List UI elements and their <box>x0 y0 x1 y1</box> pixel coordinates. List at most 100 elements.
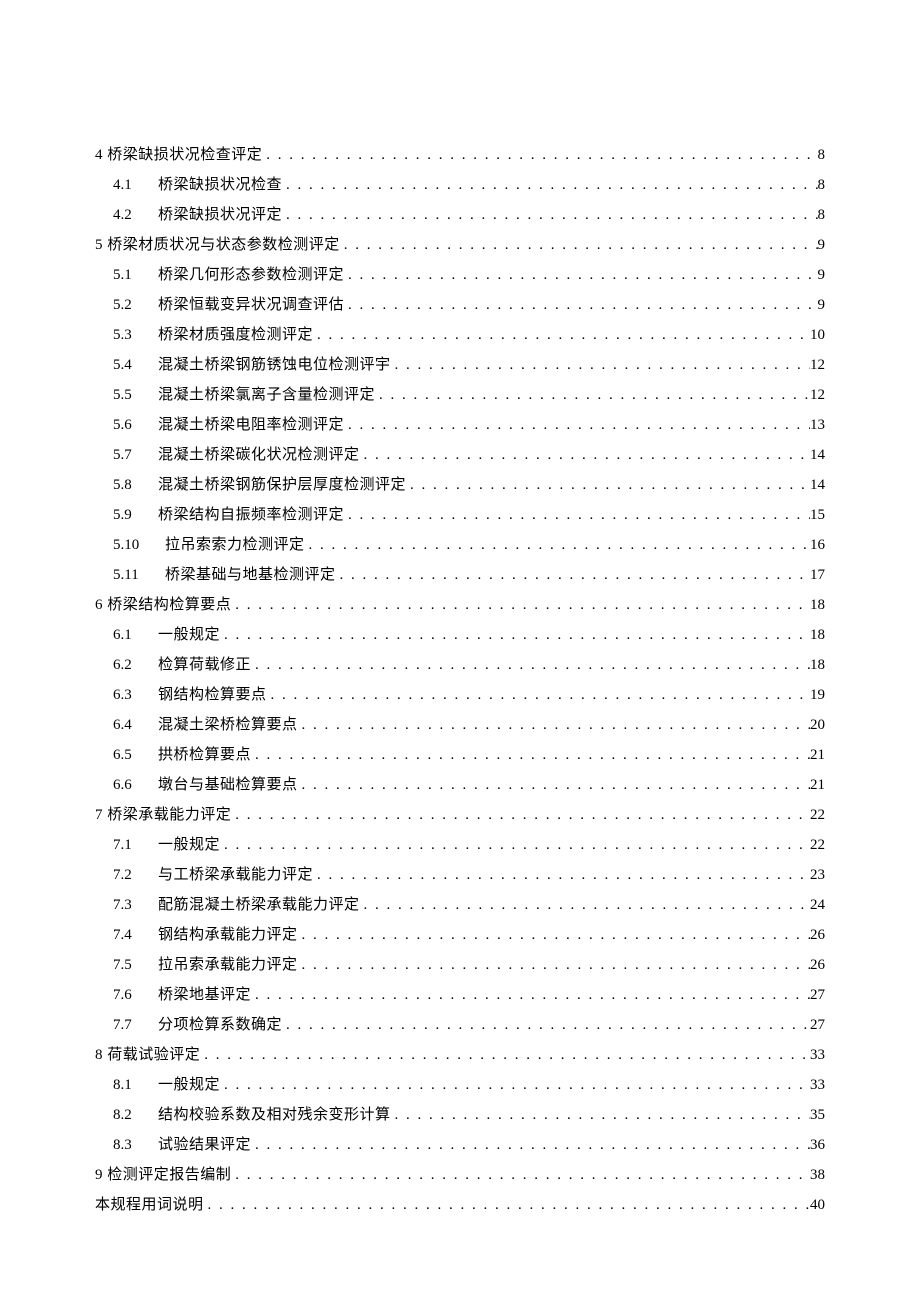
toc-page-number: 15 <box>810 500 825 530</box>
toc-page-number: 8 <box>818 200 826 230</box>
toc-section-title: 分项检算系数确定 <box>158 1010 282 1040</box>
toc-leader-dots <box>251 650 810 680</box>
toc-section-title: 桥梁缺损状况检查 <box>158 170 282 200</box>
toc-entry: 8.2结构校验系数及相对残余变形计算35 <box>113 1100 825 1130</box>
toc-leader-dots <box>344 410 810 440</box>
toc-entry: 本规程用词说明40 <box>95 1190 825 1220</box>
toc-entry: 6.2检算荷载修正18 <box>113 650 825 680</box>
toc-section-title: 桥梁几何形态参数检测评定 <box>158 260 344 290</box>
toc-leader-dots <box>344 260 817 290</box>
toc-page-number: 22 <box>810 800 825 830</box>
toc-page-number: 22 <box>810 830 825 860</box>
toc-section-number: 8.1 <box>113 1070 158 1100</box>
toc-leader-dots <box>267 680 810 710</box>
toc-leader-dots <box>298 770 810 800</box>
toc-section-title: 墩台与基础检算要点 <box>158 770 298 800</box>
toc-section-number: 6.5 <box>113 740 158 770</box>
toc-section-title: 混凝土桥梁碳化状况检测评定 <box>158 440 360 470</box>
table-of-contents: 4 桥梁缺损状况检查评定84.1桥梁缺损状况检查84.2桥梁缺损状况评定85 桥… <box>95 140 825 1220</box>
toc-section-title: 试验结果评定 <box>158 1130 251 1160</box>
toc-leader-dots <box>375 380 810 410</box>
toc-leader-dots <box>298 950 810 980</box>
toc-page-number: 33 <box>810 1040 825 1070</box>
toc-leader-dots <box>344 500 810 530</box>
toc-section-number: 5.2 <box>113 290 158 320</box>
toc-leader-dots <box>282 1010 810 1040</box>
toc-page-number: 14 <box>810 440 825 470</box>
toc-page-number: 26 <box>810 920 825 950</box>
toc-section-title: 拱桥检算要点 <box>158 740 251 770</box>
toc-section-title: 桥梁材质强度检测评定 <box>158 320 313 350</box>
toc-page-number: 27 <box>810 980 825 1010</box>
toc-entry: 5.11桥梁基础与地基检测评定 17 <box>113 560 825 590</box>
toc-section-title: 桥梁地基评定 <box>158 980 251 1010</box>
toc-leader-dots <box>282 200 817 230</box>
toc-entry: 5.3桥梁材质强度检测评定10 <box>113 320 825 350</box>
toc-page-number: 17 <box>810 560 825 590</box>
toc-leader-dots <box>204 1190 810 1220</box>
toc-leader-dots <box>360 440 810 470</box>
toc-section-title: 混凝土桥梁钢筋保护层厚度检测评定 <box>158 470 406 500</box>
toc-leader-dots <box>313 320 810 350</box>
toc-chapter-title: 8 荷载试验评定 <box>95 1040 200 1070</box>
toc-section-title: 桥梁结构自振频率检测评定 <box>158 500 344 530</box>
toc-leader-dots <box>231 1160 810 1190</box>
toc-page-number: 8 <box>818 140 826 170</box>
toc-page-number: 12 <box>810 380 825 410</box>
toc-section-number: 7.6 <box>113 980 158 1010</box>
toc-section-number: 6.6 <box>113 770 158 800</box>
toc-section-title: 桥梁恒载变异状况调查评估 <box>158 290 344 320</box>
toc-page-number: 8 <box>818 170 826 200</box>
toc-leader-dots <box>344 290 817 320</box>
toc-section-number: 6.4 <box>113 710 158 740</box>
toc-leader-dots <box>336 560 810 590</box>
toc-section-title: 一般规定 <box>158 620 220 650</box>
toc-leader-dots <box>251 740 810 770</box>
toc-section-title: 一般规定 <box>158 1070 220 1100</box>
toc-section-number: 5.9 <box>113 500 158 530</box>
toc-page-number: 18 <box>810 650 825 680</box>
toc-page-number: 12 <box>810 350 825 380</box>
toc-section-number: 5.4 <box>113 350 158 380</box>
toc-leader-dots <box>298 710 810 740</box>
toc-section-title: 拉吊索索力检测评定 <box>165 530 305 560</box>
toc-section-number: 8.2 <box>113 1100 158 1130</box>
toc-section-number: 7.7 <box>113 1010 158 1040</box>
toc-page-number: 23 <box>810 860 825 890</box>
toc-section-number: 7.5 <box>113 950 158 980</box>
toc-leader-dots <box>391 1100 810 1130</box>
toc-leader-dots <box>391 350 810 380</box>
toc-page-number: 33 <box>810 1070 825 1100</box>
toc-leader-dots <box>251 1130 810 1160</box>
toc-entry: 4.1桥梁缺损状况检查8 <box>113 170 825 200</box>
toc-section-title: 桥梁基础与地基检测评定 <box>165 560 336 590</box>
toc-entry: 5.7混凝土桥梁碳化状况检测评定14 <box>113 440 825 470</box>
toc-entry: 7.3配筋混凝土桥梁承载能力评定24 <box>113 890 825 920</box>
toc-entry: 5.5混凝土桥梁氯离子含量检测评定12 <box>113 380 825 410</box>
toc-chapter-title: 4 桥梁缺损状况检查评定 <box>95 140 262 170</box>
toc-entry: 6.4混凝土梁桥检算要点20 <box>113 710 825 740</box>
toc-entry: 7.1一般规定22 <box>113 830 825 860</box>
toc-section-number: 4.2 <box>113 200 158 230</box>
toc-section-title: 钢结构承载能力评定 <box>158 920 298 950</box>
toc-leader-dots <box>220 830 810 860</box>
toc-entry: 5.2桥梁恒载变异状况调查评估9 <box>113 290 825 320</box>
toc-section-number: 5.6 <box>113 410 158 440</box>
toc-page-number: 27 <box>810 1010 825 1040</box>
toc-page-number: 40 <box>810 1190 825 1220</box>
toc-page-number: 21 <box>810 740 825 770</box>
toc-entry: 9 检测评定报告编制38 <box>95 1160 825 1190</box>
toc-leader-dots <box>262 140 817 170</box>
toc-leader-dots <box>220 1070 810 1100</box>
toc-entry: 5.1桥梁几何形态参数检测评定9 <box>113 260 825 290</box>
toc-chapter-title: 5 桥梁材质状况与状态参数检测评定 <box>95 230 340 260</box>
toc-entry: 5 桥梁材质状况与状态参数检测评定 9 <box>95 230 825 260</box>
toc-entry: 6.3钢结构检算要点19 <box>113 680 825 710</box>
toc-chapter-title: 9 检测评定报告编制 <box>95 1160 231 1190</box>
toc-section-number: 7.4 <box>113 920 158 950</box>
toc-page-number: 14 <box>810 470 825 500</box>
toc-page-number: 9 <box>818 230 826 260</box>
toc-page-number: 16 <box>810 530 825 560</box>
toc-page-number: 35 <box>810 1100 825 1130</box>
toc-section-number: 5.11 <box>113 560 165 590</box>
